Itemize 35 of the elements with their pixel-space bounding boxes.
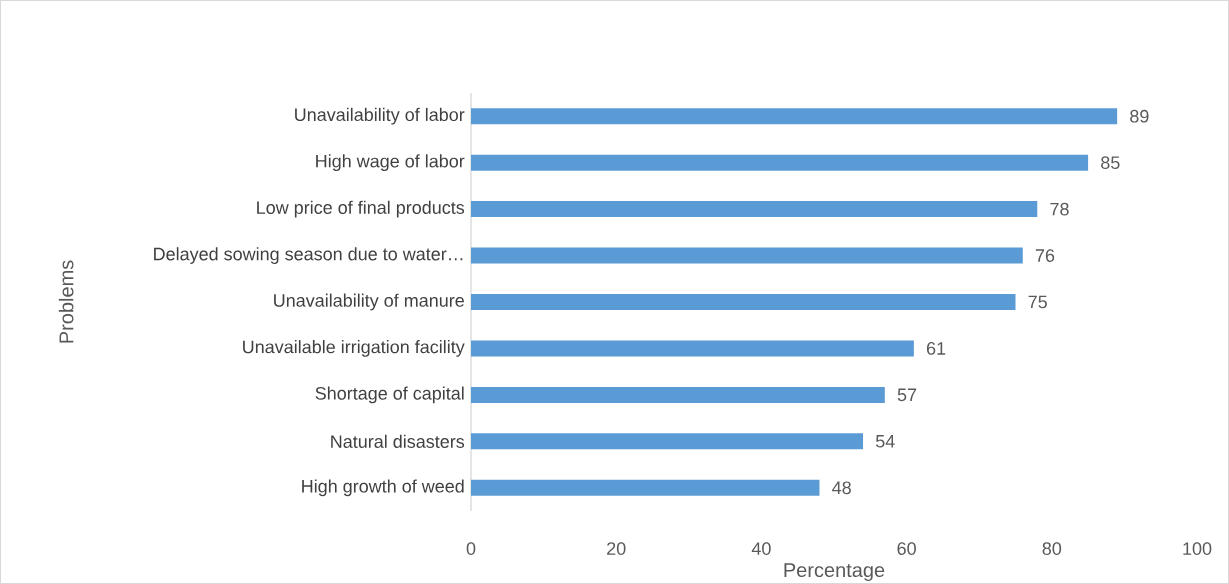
x-tick-label: 40 — [751, 542, 771, 555]
data-label: 48 — [832, 481, 851, 495]
bar — [471, 479, 820, 496]
y-tick-label: Delayed sowing season due to water… — [154, 247, 463, 264]
data-label: 76 — [1035, 249, 1055, 262]
x-tick-label: 100 — [1183, 542, 1212, 555]
bar — [471, 340, 914, 357]
bar — [471, 386, 885, 403]
bar — [471, 294, 1016, 311]
y-tick-label: Low price of final products — [257, 200, 465, 218]
y-tick-label: Unavailability of labor — [295, 107, 465, 125]
data-label: 75 — [1028, 295, 1047, 309]
y-tick-label: Unavailable irrigation facility — [243, 340, 465, 357]
y-tick-label: Unavailability of manure — [274, 293, 464, 311]
data-label: 89 — [1130, 109, 1149, 123]
data-label: 85 — [1101, 156, 1120, 170]
x-axis-title: Percentage — [784, 563, 885, 582]
data-label: 57 — [897, 388, 917, 402]
bar — [471, 154, 1089, 171]
y-tick-label: High growth of weed — [302, 479, 464, 497]
y-tick-label: Natural disasters — [331, 434, 465, 448]
bar — [471, 201, 1038, 218]
x-tick-label: 20 — [607, 542, 626, 555]
x-tick-label: 0 — [466, 542, 476, 555]
bar — [471, 108, 1118, 125]
y-axis-title: Problems — [58, 260, 74, 343]
data-label: 54 — [875, 435, 895, 448]
data-label: 78 — [1050, 202, 1069, 216]
bar — [471, 433, 864, 450]
x-tick-label: 80 — [1042, 542, 1062, 555]
y-tick-label: High wage of labor — [316, 154, 465, 172]
bar — [471, 247, 1023, 264]
y-tick-label: Shortage of capital — [315, 386, 464, 404]
data-label: 61 — [926, 342, 946, 355]
x-tick-label: 60 — [897, 542, 916, 555]
